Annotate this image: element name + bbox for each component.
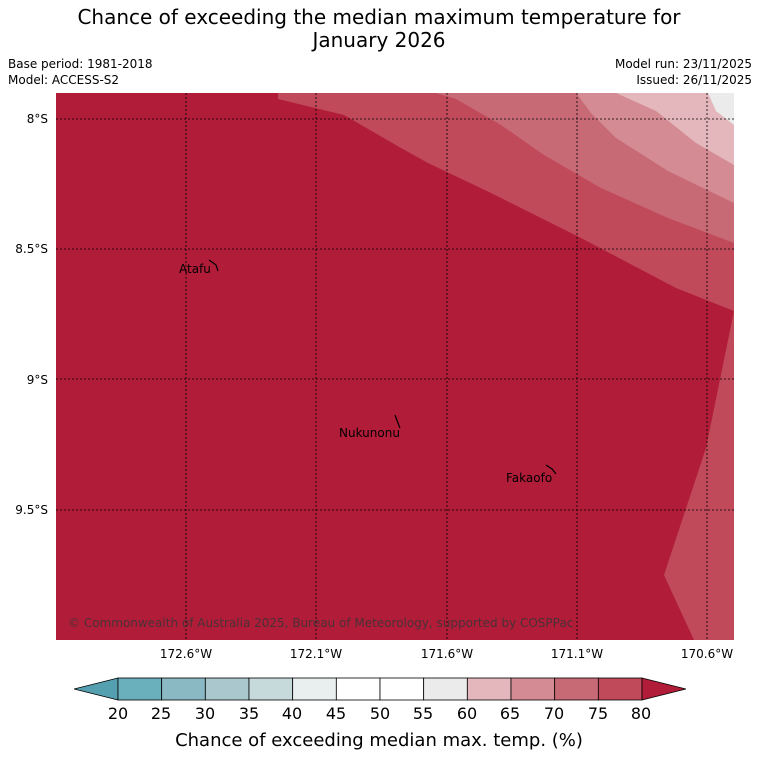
contour-55-60 bbox=[708, 93, 734, 125]
colorbar-tick-80: 80 bbox=[630, 704, 652, 723]
colorbar-tick-70: 70 bbox=[543, 704, 565, 723]
fakaofo-atoll bbox=[545, 464, 557, 475]
colorbar-tick-30: 30 bbox=[194, 704, 216, 723]
colorbar-segment bbox=[510, 677, 556, 701]
colorbar-segment bbox=[335, 677, 381, 701]
colorbar-arrow-low bbox=[74, 677, 119, 701]
title-line-2: January 2026 bbox=[312, 28, 446, 52]
colorbar-segment bbox=[292, 677, 337, 701]
colorbar-segment bbox=[117, 677, 163, 701]
atolls bbox=[208, 259, 557, 475]
colorbar-segment bbox=[597, 677, 643, 701]
model-run: Model run: 23/11/2025 bbox=[614, 57, 752, 71]
colorbar-tick-40: 40 bbox=[281, 704, 303, 723]
lat-label-8-5s: 8.5°S bbox=[15, 242, 48, 256]
lon-label-171-6w: 171.6°W bbox=[420, 647, 474, 661]
lon-label-170-6w: 170.6°W bbox=[680, 647, 734, 661]
colorbar-segment bbox=[248, 677, 294, 701]
lat-label-9-5s: 9.5°S bbox=[15, 503, 48, 517]
colorbar-tick-35: 35 bbox=[238, 704, 260, 723]
copyright-notice: © Commonwealth of Australia 2025, Bureau… bbox=[68, 616, 574, 630]
place-fakaofo: Fakaofo bbox=[506, 471, 553, 485]
lon-label-171-1w: 171.1°W bbox=[550, 647, 604, 661]
colorbar-segment bbox=[204, 677, 250, 701]
colorbar-tick-55: 55 bbox=[412, 704, 434, 723]
colorbar-tick-50: 50 bbox=[369, 704, 391, 723]
colorbar-segment bbox=[554, 677, 599, 701]
colorbar bbox=[74, 677, 686, 701]
colorbar-label: Chance of exceeding median max. temp. (%… bbox=[175, 730, 583, 751]
colorbar-tick-20: 20 bbox=[107, 704, 129, 723]
place-nukunonu: Nukunonu bbox=[339, 426, 400, 440]
colorbar-segment bbox=[161, 677, 206, 701]
colorbar-tick-75: 75 bbox=[587, 704, 609, 723]
graticule bbox=[56, 93, 734, 640]
meta-left: Base period: 1981-2018 Model: ACCESS-S2 bbox=[8, 56, 153, 88]
colorbar-arrow-high bbox=[641, 677, 686, 701]
colorbar-tick-45: 45 bbox=[325, 704, 347, 723]
chart-title: Chance of exceeding the median maximum t… bbox=[0, 6, 758, 52]
atafu-atoll bbox=[208, 259, 219, 272]
nukunonu-atoll bbox=[394, 414, 401, 429]
contour-75-80-bottom bbox=[664, 311, 734, 640]
lat-label-9s: 9°S bbox=[26, 373, 48, 387]
issued-date: Issued: 26/11/2025 bbox=[636, 73, 752, 87]
contour-60-65 bbox=[616, 93, 734, 165]
colorbar-tick-60: 60 bbox=[456, 704, 478, 723]
title-line-1: Chance of exceeding the median maximum t… bbox=[77, 5, 681, 29]
forecast-map bbox=[56, 93, 734, 640]
model-name: Model: ACCESS-S2 bbox=[8, 73, 120, 87]
lon-label-172-1w: 172.1°W bbox=[289, 647, 343, 661]
colorbar-segment bbox=[466, 677, 512, 701]
colorbar-tick-25: 25 bbox=[150, 704, 172, 723]
base-period: Base period: 1981-2018 bbox=[8, 57, 153, 71]
lat-label-8s: 8°S bbox=[26, 112, 48, 126]
map-area[interactable]: Atafu Nukunonu Fakaofo © Commonwealth of… bbox=[56, 93, 734, 640]
meta-right: Model run: 23/11/2025 Issued: 26/11/2025 bbox=[615, 56, 752, 88]
colorbar-tick-65: 65 bbox=[499, 704, 521, 723]
place-atafu: Atafu bbox=[179, 262, 211, 276]
lon-label-172-6w: 172.6°W bbox=[159, 647, 213, 661]
colorbar-segment bbox=[379, 677, 425, 701]
colorbar-segment bbox=[423, 677, 468, 701]
